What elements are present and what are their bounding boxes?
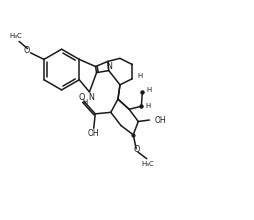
Text: O: O — [78, 93, 84, 102]
Text: N: N — [106, 62, 112, 72]
Text: OH: OH — [87, 129, 99, 138]
Text: H: H — [82, 99, 88, 104]
Text: N: N — [88, 93, 93, 102]
Text: OH: OH — [154, 116, 166, 125]
Text: O: O — [133, 145, 139, 154]
Text: H₃C: H₃C — [141, 161, 153, 167]
Text: H: H — [136, 73, 142, 79]
Text: H: H — [146, 88, 152, 94]
Text: O: O — [23, 46, 30, 55]
Text: H₃C: H₃C — [10, 33, 22, 39]
Text: H: H — [145, 103, 151, 109]
